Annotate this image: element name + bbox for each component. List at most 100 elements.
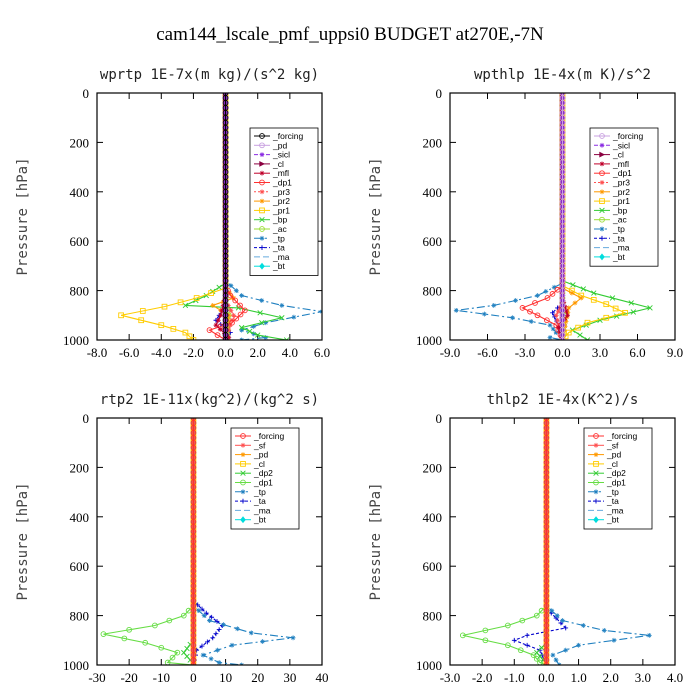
data-point bbox=[505, 622, 511, 629]
legend-label: _pd bbox=[606, 450, 621, 460]
x-tick-label: -9.0 bbox=[440, 345, 461, 360]
data-point bbox=[213, 631, 219, 637]
legend-marker bbox=[240, 479, 246, 486]
data-point bbox=[201, 613, 207, 618]
panel-title: thlp2 1E-4x(K^2)/s bbox=[487, 392, 639, 408]
data-point bbox=[510, 315, 515, 321]
x-tick-label: -4.0 bbox=[151, 345, 172, 360]
data-point bbox=[238, 324, 245, 331]
legend-marker bbox=[259, 142, 265, 149]
x-tick-label: 4.0 bbox=[282, 345, 298, 360]
panel-0: wprtp 1E-7x(m kg)/(s^2 kg) Pressure [hPa]… bbox=[15, 67, 330, 360]
data-point bbox=[204, 639, 210, 645]
y-tick-label: 0 bbox=[436, 86, 443, 101]
data-point bbox=[169, 654, 176, 661]
data-point bbox=[170, 326, 177, 332]
x-tick-label: -20 bbox=[120, 670, 137, 685]
data-point bbox=[226, 327, 232, 333]
data-point bbox=[580, 286, 587, 292]
legend-marker bbox=[599, 253, 605, 261]
plot-area bbox=[460, 418, 652, 665]
y-tick-label: 0 bbox=[436, 411, 443, 426]
data-point bbox=[213, 322, 219, 328]
legend-label: _pr3 bbox=[272, 187, 290, 197]
data-point bbox=[558, 620, 564, 626]
legend-marker bbox=[593, 489, 599, 495]
data-point bbox=[190, 337, 197, 340]
data-point bbox=[174, 649, 181, 656]
data-point bbox=[533, 612, 540, 619]
data-point bbox=[547, 335, 553, 340]
data-point bbox=[226, 335, 232, 340]
y-tick-label: 1000 bbox=[63, 333, 89, 348]
data-point bbox=[513, 298, 519, 303]
data-point bbox=[590, 297, 597, 303]
legend-label: _pr1 bbox=[272, 205, 290, 215]
data-point bbox=[611, 637, 617, 643]
legend-marker bbox=[240, 516, 246, 524]
x-tick-label: -3.0 bbox=[440, 670, 461, 685]
plot-area bbox=[100, 418, 296, 665]
y-tick-label: 200 bbox=[423, 135, 443, 150]
data-point bbox=[237, 311, 244, 318]
data-point bbox=[577, 332, 583, 338]
y-tick-label: 400 bbox=[70, 510, 90, 525]
data-point bbox=[553, 312, 559, 318]
legend-label: _tp bbox=[612, 224, 625, 234]
y-tick-label: 200 bbox=[70, 135, 90, 150]
x-tick-label: -30 bbox=[88, 670, 105, 685]
legend-marker bbox=[259, 235, 265, 241]
legend-label: _tp bbox=[606, 487, 619, 497]
data-point bbox=[219, 307, 225, 313]
plot-area bbox=[118, 93, 322, 340]
data-point bbox=[646, 632, 652, 638]
x-tick-label: 2.0 bbox=[603, 670, 619, 685]
data-point bbox=[562, 323, 568, 329]
data-point bbox=[630, 309, 637, 315]
legend-label: _pr2 bbox=[612, 187, 630, 197]
x-tick-label: 0.0 bbox=[217, 345, 233, 360]
legend-marker bbox=[593, 452, 599, 457]
x-tick-label: 9.0 bbox=[667, 345, 683, 360]
data-point bbox=[570, 282, 576, 288]
data-point bbox=[555, 308, 561, 314]
data-point bbox=[291, 314, 297, 320]
data-point bbox=[279, 315, 285, 321]
data-point bbox=[628, 300, 634, 306]
y-tick-label: 600 bbox=[423, 559, 443, 574]
data-point bbox=[576, 642, 581, 648]
plot-frame bbox=[449, 417, 676, 666]
legend-label: _cl bbox=[272, 159, 284, 169]
legend-marker bbox=[240, 498, 246, 504]
y-tick-label: 600 bbox=[423, 234, 443, 249]
y-axis-label: Pressure [hPa] bbox=[368, 482, 384, 600]
data-point bbox=[609, 295, 616, 301]
legend-label: _ma bbox=[606, 505, 624, 515]
legend-label: _sf bbox=[253, 440, 266, 450]
x-tick-label: -3.0 bbox=[515, 345, 536, 360]
x-tick-label: 6.0 bbox=[314, 345, 330, 360]
legend: _forcing_sf_pd_cl_dp2_dp1_tp_ta_ma_bt bbox=[230, 427, 300, 530]
data-point bbox=[563, 319, 569, 325]
data-point bbox=[527, 308, 533, 315]
data-point bbox=[199, 643, 205, 649]
legend-marker bbox=[259, 216, 265, 223]
series-line bbox=[456, 93, 564, 340]
data-point bbox=[182, 329, 189, 336]
legend-marker bbox=[259, 198, 265, 204]
series-line bbox=[103, 418, 194, 665]
legend-label: _tp bbox=[253, 487, 266, 497]
figure-title: cam144_lscale_pmf_uppsi0 BUDGET at270E,-… bbox=[156, 24, 544, 45]
data-point bbox=[283, 337, 290, 340]
legend-marker bbox=[599, 161, 605, 167]
data-point bbox=[229, 319, 235, 326]
legend-marker bbox=[593, 461, 599, 467]
data-point bbox=[233, 288, 239, 293]
x-tick-label: 40 bbox=[316, 670, 329, 685]
data-point bbox=[543, 289, 549, 294]
y-tick-label: 800 bbox=[70, 284, 90, 299]
legend-marker bbox=[259, 245, 265, 250]
data-point bbox=[553, 322, 560, 329]
data-point bbox=[575, 324, 581, 331]
data-point bbox=[121, 635, 128, 642]
